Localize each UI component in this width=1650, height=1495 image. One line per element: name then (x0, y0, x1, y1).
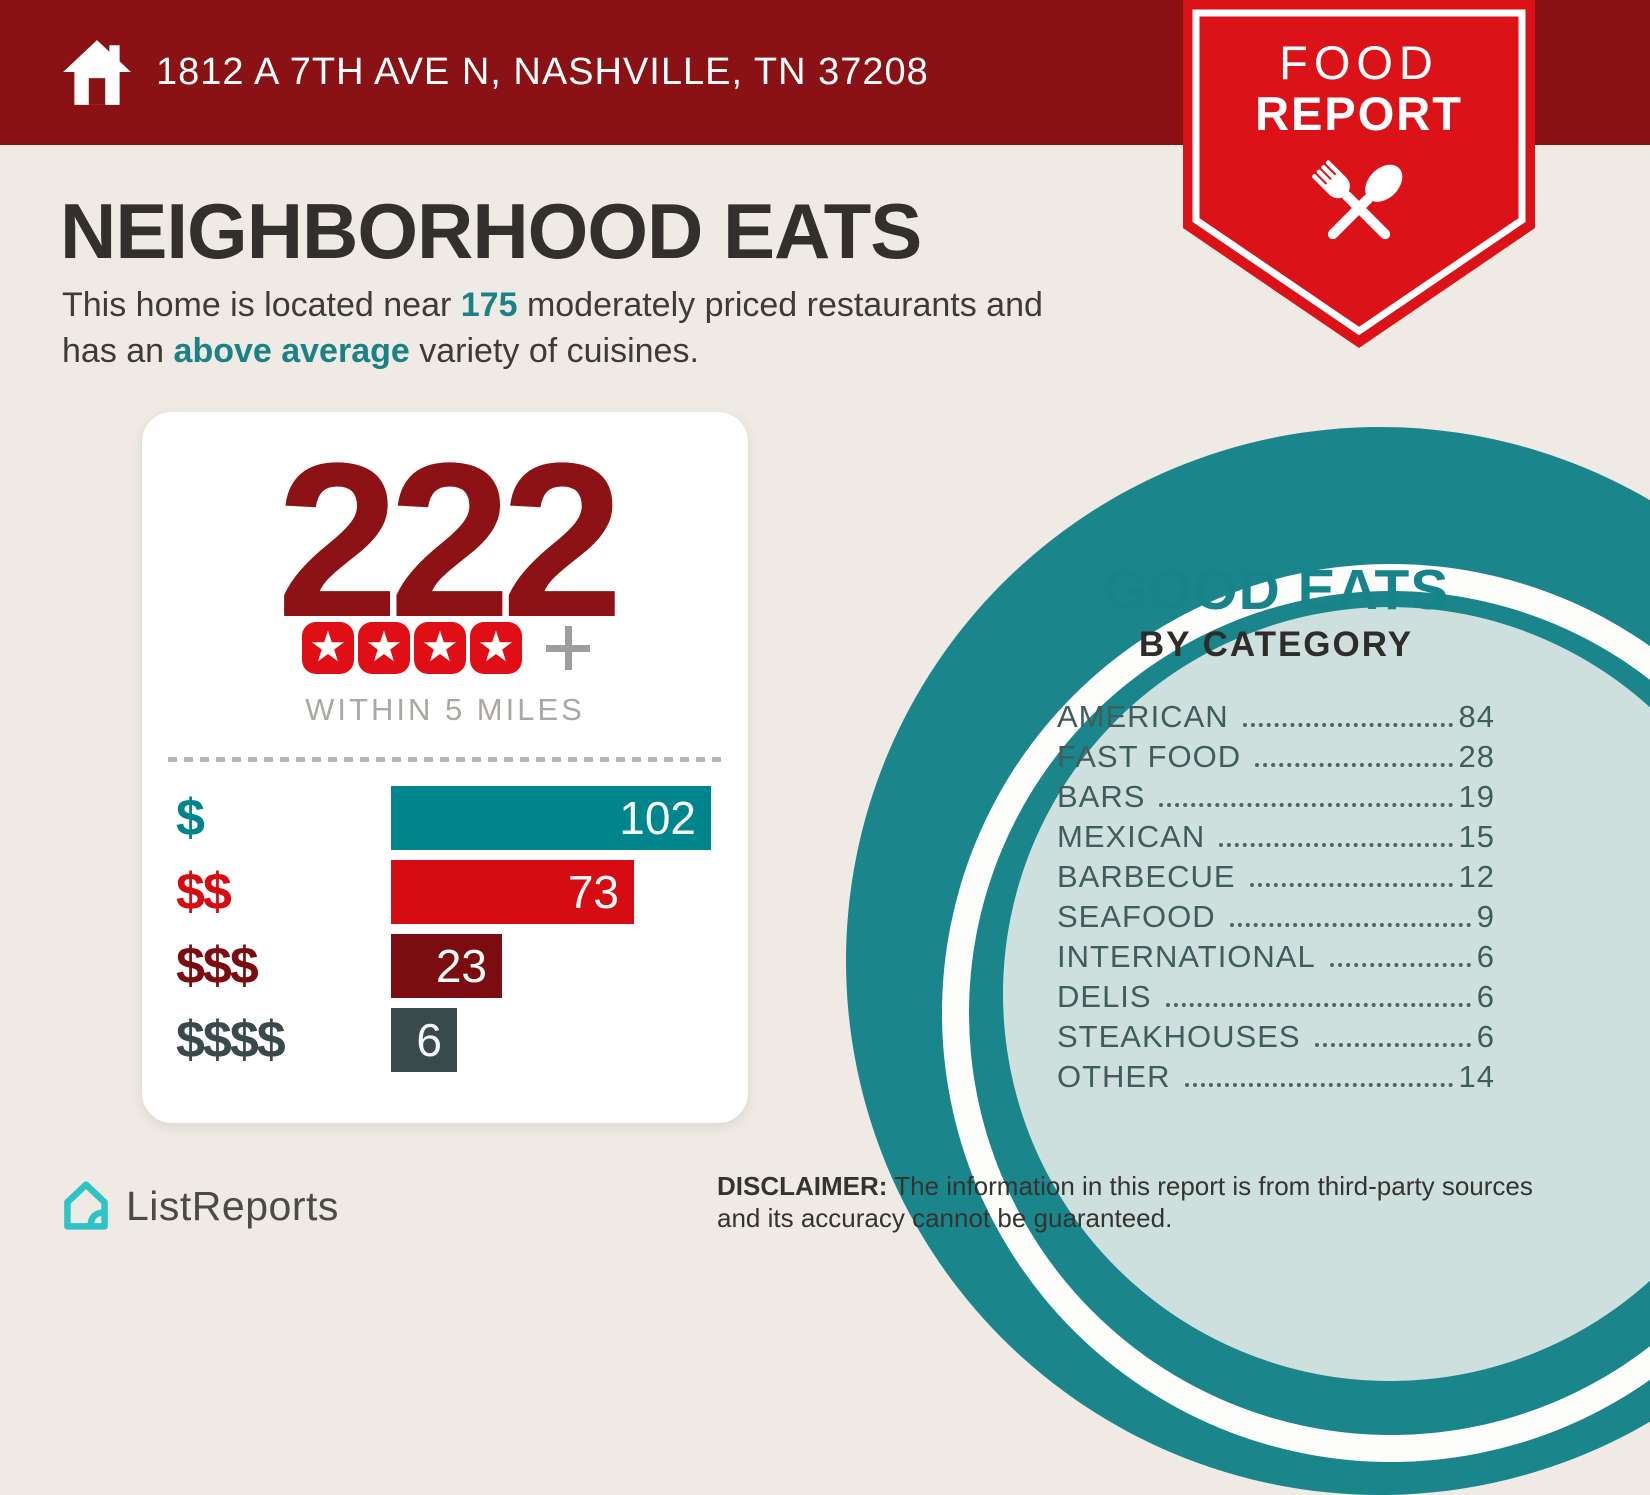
category-value: 84 (1458, 699, 1495, 734)
dotted-leader (1165, 1003, 1471, 1007)
category-label: BARBECUE (1057, 859, 1236, 894)
category-label: AMERICAN (1057, 699, 1229, 734)
price-bars: $102 $$ 73 $$$ 23 $$$$ 6 (142, 786, 748, 1082)
plus-icon (546, 626, 590, 670)
price-tier-label: $$$$ (176, 1011, 286, 1069)
price-bar-value: 23 (435, 940, 487, 992)
good-eats-title: GOOD EATS (1102, 558, 1450, 622)
disclaimer: DISCLAIMER: The information in this repo… (717, 1170, 1552, 1234)
category-row: AMERICAN 84 (1057, 695, 1495, 735)
category-row: SEAFOOD 9 (1057, 895, 1495, 935)
category-label: SEAFOOD (1057, 899, 1216, 934)
star-badge-icon: ★ (470, 622, 522, 674)
within-5-miles-label: WITHIN 5 MILES (305, 692, 585, 727)
mint-circle (1003, 607, 1650, 1381)
category-row: BARBECUE 12 (1057, 855, 1495, 895)
restaurant-summary-card: 222 ★ ★ ★ ★ WITHIN 5 MILES $102 $$ 73 $$$ 23 $$$… (142, 412, 748, 1123)
price-bar-row: $$$ 23 (142, 934, 748, 998)
listreports-logo-text: ListReports (126, 1182, 339, 1229)
intro-text: This home is located near 175 moderately… (62, 282, 1107, 374)
dotted-leader (1242, 723, 1453, 727)
dashed-divider (168, 757, 722, 762)
stars-row: ★ ★ ★ ★ (300, 622, 524, 674)
price-bar-value: 73 (567, 866, 619, 918)
good-eats-panel: GOOD EATS BY CATEGORY AMERICAN 84 FAST FOO… (1043, 562, 1509, 1095)
star-badge-icon: ★ (302, 622, 354, 674)
category-label: STEAKHOUSES (1057, 1019, 1301, 1054)
price-bar: 102 (391, 786, 711, 850)
listreports-house-page-icon (64, 1181, 108, 1230)
price-bar: 6 (391, 1008, 457, 1072)
restaurant-count: 222 (276, 417, 623, 663)
property-address: 1812 A 7TH AVE N, NASHVILLE, TN 37208 (156, 51, 929, 93)
category-label: INTERNATIONAL (1057, 939, 1316, 974)
price-tier-label: $$$ (176, 937, 259, 995)
category-value: 9 (1476, 899, 1495, 934)
price-bar: 73 (391, 860, 634, 924)
category-label: MEXICAN (1057, 819, 1206, 854)
intro-part1: This home is located near (62, 286, 461, 324)
price-bar: 23 (391, 934, 502, 998)
dotted-leader (1249, 883, 1453, 887)
disclaimer-label: DISCLAIMER: (717, 1171, 888, 1201)
category-row: INTERNATIONAL 6 (1057, 935, 1495, 975)
category-value: 15 (1458, 819, 1495, 854)
category-row: MEXICAN 15 (1057, 815, 1495, 855)
star-badge-icon: ★ (414, 622, 466, 674)
category-value: 14 (1458, 1059, 1495, 1094)
dotted-leader (1159, 803, 1453, 807)
star-icon: ★ (421, 622, 459, 671)
category-row: OTHER 14 (1057, 1055, 1495, 1095)
category-value: 6 (1476, 1019, 1495, 1054)
crossed-spoon-fork-icon (1312, 160, 1403, 240)
page-title: NEIGHBORHOOD EATS (60, 187, 922, 275)
category-list: AMERICAN 84 FAST FOOD 28 BARS 19 MEXICAN 15 BARB… (1043, 695, 1509, 1095)
intro-part3: variety of cuisines. (409, 332, 699, 371)
category-label: OTHER (1057, 1059, 1171, 1094)
category-value: 6 (1476, 939, 1495, 974)
dotted-leader (1229, 923, 1471, 927)
category-label: DELIS (1057, 979, 1152, 1014)
category-row: STEAKHOUSES 6 (1057, 1015, 1495, 1055)
price-bar-row: $$ 73 (142, 860, 748, 924)
intro-highlight: above average (173, 332, 410, 371)
listreports-logo: ListReports (60, 1178, 339, 1234)
price-tier-label: $ (176, 789, 205, 847)
category-value: 6 (1476, 979, 1495, 1014)
category-value: 12 (1458, 859, 1495, 894)
intro-part2: moderately priced restaurants and has an (62, 286, 1043, 371)
dotted-leader (1184, 1083, 1453, 1087)
ribbon-shape (1183, 0, 1535, 348)
home-icon (63, 40, 131, 105)
rating-row: ★ ★ ★ ★ (142, 622, 748, 674)
dotted-leader (1219, 843, 1453, 847)
price-bar-value: 102 (619, 792, 696, 844)
disclaimer-text: The information in this report is from t… (717, 1171, 1533, 1234)
ribbon-title: FOOD REPORT (1183, 36, 1535, 140)
star-icon: ★ (477, 622, 515, 671)
star-icon: ★ (365, 622, 403, 671)
star-badge-icon: ★ (358, 622, 410, 674)
dotted-leader (1314, 1043, 1471, 1047)
price-bar-row: $$$$ 6 (142, 1008, 748, 1072)
category-value: 28 (1458, 739, 1495, 774)
price-tier-label: $$ (176, 863, 232, 921)
category-value: 19 (1458, 779, 1495, 814)
category-row: BARS 19 (1057, 775, 1495, 815)
intro-count: 175 (460, 286, 518, 324)
star-icon: ★ (309, 622, 347, 671)
dotted-leader (1255, 763, 1453, 767)
ribbon-line2: REPORT (1255, 86, 1463, 140)
food-report-ribbon: FOOD REPORT (1183, 0, 1535, 350)
category-row: FAST FOOD 28 (1057, 735, 1495, 775)
good-eats-subtitle: BY CATEGORY (1138, 625, 1414, 664)
price-bar-value: 6 (416, 1014, 442, 1066)
ribbon-line1: FOOD (1279, 36, 1439, 89)
category-label: BARS (1057, 779, 1146, 814)
category-row: DELIS 6 (1057, 975, 1495, 1015)
price-bar-row: $102 (142, 786, 748, 850)
category-label: FAST FOOD (1057, 739, 1242, 774)
dotted-leader (1329, 963, 1471, 967)
